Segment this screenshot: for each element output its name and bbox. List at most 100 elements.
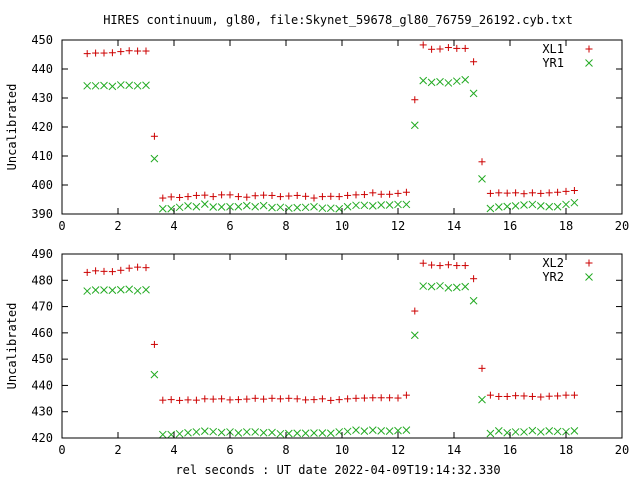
point-xl2 bbox=[377, 394, 385, 402]
point-xl1 bbox=[318, 193, 326, 201]
legend-marker-yr1 bbox=[585, 59, 593, 67]
point-xl1 bbox=[503, 189, 511, 197]
point-xl2 bbox=[234, 396, 242, 404]
point-yr2 bbox=[511, 428, 520, 436]
point-xl1 bbox=[192, 191, 200, 199]
legend-symbol-yr1 bbox=[585, 59, 593, 67]
point-xl1 bbox=[344, 191, 352, 199]
point-xl2 bbox=[486, 391, 494, 399]
point-yr2 bbox=[192, 428, 201, 436]
point-xl2 bbox=[108, 268, 116, 276]
y-tick-label: 390 bbox=[31, 207, 53, 221]
point-yr2 bbox=[217, 428, 226, 437]
point-xl2 bbox=[167, 396, 175, 404]
point-xl2 bbox=[344, 395, 352, 403]
point-xl2 bbox=[209, 395, 217, 403]
point-xl1 bbox=[428, 45, 436, 53]
x-tick-label: 4 bbox=[170, 219, 177, 233]
y-tick-label: 430 bbox=[31, 405, 53, 419]
y-tick-label: 400 bbox=[31, 178, 53, 192]
point-xl1 bbox=[528, 189, 536, 197]
point-yr2 bbox=[310, 429, 318, 437]
plot-top-legend: XL1 YR1 bbox=[542, 42, 593, 70]
point-yr2 bbox=[494, 427, 503, 435]
point-xl1 bbox=[176, 193, 184, 201]
point-yr1 bbox=[528, 200, 537, 209]
point-xl2 bbox=[117, 266, 125, 274]
point-xl2 bbox=[243, 395, 251, 403]
y-tick-label: 470 bbox=[31, 300, 53, 314]
point-xl2 bbox=[159, 396, 167, 404]
point-yr2 bbox=[385, 427, 394, 436]
point-yr1 bbox=[511, 202, 520, 210]
plot-bottom-markers bbox=[83, 259, 579, 439]
point-xl1 bbox=[201, 191, 209, 199]
y-tick-label: 440 bbox=[31, 62, 53, 76]
point-yr1 bbox=[310, 202, 318, 211]
x-tick-label: 4 bbox=[170, 443, 177, 457]
point-xl2 bbox=[92, 267, 100, 275]
point-xl2 bbox=[276, 395, 284, 403]
point-yr1 bbox=[368, 202, 377, 210]
point-xl1 bbox=[234, 193, 242, 201]
point-xl2 bbox=[360, 394, 368, 402]
point-yr2 bbox=[545, 427, 554, 435]
point-yr2 bbox=[293, 429, 302, 438]
point-xl2 bbox=[318, 395, 326, 403]
point-xl2 bbox=[402, 391, 410, 399]
legend-symbol-yr2 bbox=[585, 273, 593, 281]
point-xl1 bbox=[478, 158, 486, 166]
point-yr2 bbox=[326, 429, 335, 438]
point-yr2 bbox=[436, 281, 444, 290]
point-yr1 bbox=[142, 81, 150, 90]
point-xl1 bbox=[411, 96, 419, 104]
x-tick-label: 16 bbox=[503, 443, 517, 457]
point-xl1 bbox=[495, 189, 503, 197]
point-yr1 bbox=[520, 201, 528, 209]
point-xl2 bbox=[562, 391, 570, 399]
point-yr1 bbox=[385, 201, 394, 209]
x-tick-label: 0 bbox=[58, 443, 65, 457]
x-tick-label: 12 bbox=[391, 219, 405, 233]
point-xl1 bbox=[285, 192, 293, 200]
point-xl2 bbox=[201, 395, 209, 403]
point-xl2 bbox=[150, 340, 158, 348]
point-yr2 bbox=[226, 428, 234, 436]
x-tick-label: 6 bbox=[226, 219, 233, 233]
point-xl2 bbox=[293, 395, 301, 403]
point-yr1 bbox=[251, 202, 260, 211]
point-yr1 bbox=[377, 201, 386, 209]
point-yr1 bbox=[133, 81, 142, 90]
y-tick-label: 420 bbox=[31, 431, 53, 445]
point-yr2 bbox=[570, 427, 579, 435]
point-xl2 bbox=[176, 396, 184, 404]
point-xl2 bbox=[428, 261, 436, 269]
point-yr1 bbox=[394, 200, 402, 209]
plot-bottom: 0 2 4 6 8 10 12 14 16 18 20 420 430 440 450 460 470 480 49… bbox=[5, 247, 629, 457]
point-yr1 bbox=[553, 202, 562, 211]
legend-symbol-xl2 bbox=[585, 259, 593, 267]
point-xl1 bbox=[276, 193, 284, 201]
point-yr1 bbox=[402, 200, 411, 209]
x-tick-label: 12 bbox=[391, 443, 405, 457]
point-yr2 bbox=[520, 428, 528, 436]
point-xl2 bbox=[419, 259, 427, 267]
point-yr1 bbox=[478, 175, 486, 183]
point-xl1 bbox=[369, 189, 377, 197]
point-yr1 bbox=[276, 203, 285, 212]
point-yr1 bbox=[209, 203, 218, 211]
x-tick-label: 2 bbox=[114, 219, 121, 233]
x-tick-label: 18 bbox=[559, 219, 573, 233]
point-yr2 bbox=[444, 284, 453, 292]
point-xl1 bbox=[444, 44, 452, 52]
x-tick-label: 10 bbox=[335, 219, 349, 233]
x-tick-label: 14 bbox=[447, 219, 461, 233]
point-xl1 bbox=[108, 49, 116, 57]
point-yr1 bbox=[259, 201, 268, 210]
point-yr2 bbox=[360, 427, 369, 436]
point-xl1 bbox=[453, 44, 461, 52]
point-xl1 bbox=[243, 193, 251, 201]
point-xl1 bbox=[512, 189, 520, 197]
point-xl1 bbox=[554, 188, 562, 196]
point-xl2 bbox=[251, 394, 259, 402]
